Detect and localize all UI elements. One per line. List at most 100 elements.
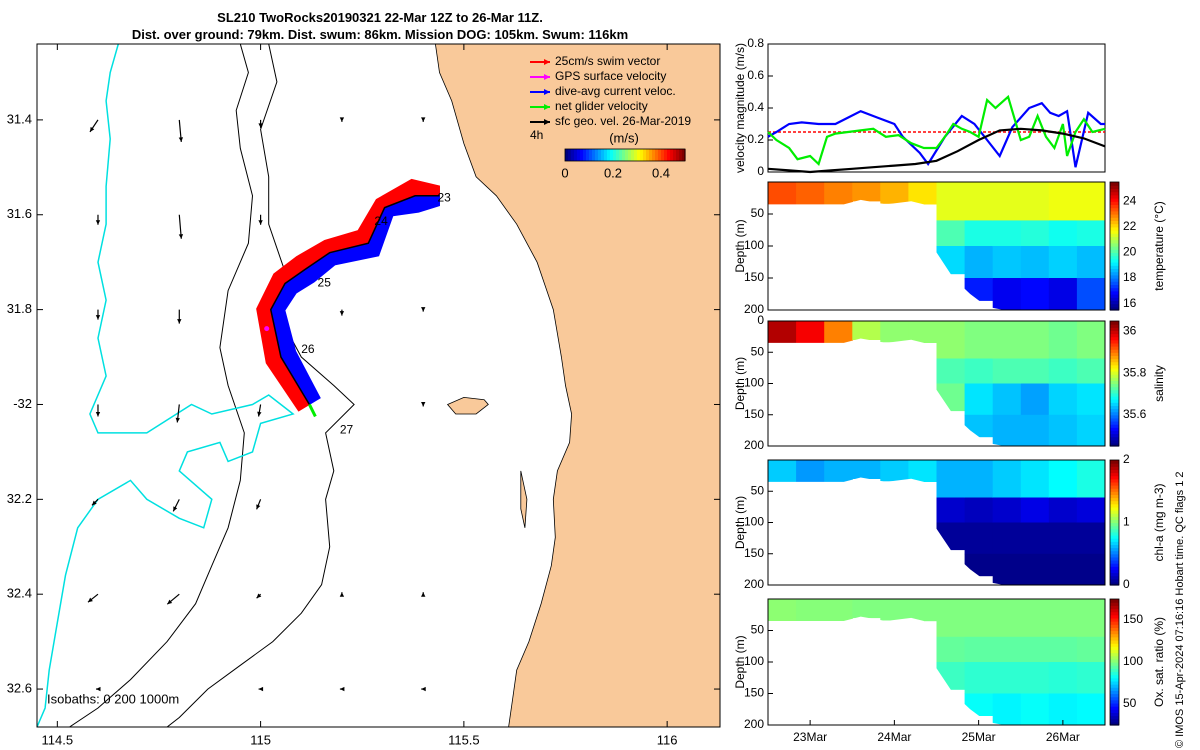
current-vector bbox=[95, 404, 101, 417]
section-data-cell bbox=[992, 553, 1022, 585]
current-vector bbox=[339, 117, 345, 122]
velocity-series-line bbox=[767, 101, 1105, 168]
section-colorbar-label: temperature (°C) bbox=[1152, 201, 1166, 291]
track-day-label: 27 bbox=[340, 423, 354, 437]
legend-entry: dive-avg current veloc. bbox=[530, 84, 676, 98]
section-data-cell bbox=[992, 182, 1022, 221]
current-vector bbox=[258, 119, 263, 128]
section-data-cell bbox=[1048, 278, 1078, 310]
colorbar-tick-label: 100 bbox=[1123, 654, 1143, 668]
section-data-cell bbox=[796, 182, 825, 205]
section-data-cell bbox=[1020, 693, 1050, 725]
section-data-cell bbox=[964, 358, 994, 384]
colorbar-tick-label: 24 bbox=[1123, 193, 1137, 207]
section-data-cell bbox=[824, 321, 854, 344]
section-data-cell bbox=[852, 182, 882, 202]
section-ytick-label: 0 bbox=[757, 313, 764, 327]
current-vector bbox=[421, 592, 426, 597]
section-data-cell bbox=[964, 636, 994, 663]
velocity-ytick-label: 0.6 bbox=[747, 68, 764, 82]
section-data-cell bbox=[908, 460, 938, 482]
legend-entry: sfc geo. vel. 26-Mar-2019 bbox=[530, 114, 691, 128]
section-ytick-label: 50 bbox=[751, 623, 765, 637]
section-data-cell bbox=[796, 321, 825, 344]
colorbar-tick-label: 22 bbox=[1123, 219, 1137, 233]
imos-credit: © IMOS 15-Apr-2024 07:16:16 Hobart time.… bbox=[1174, 471, 1186, 748]
colorbar-tick-label: 150 bbox=[1123, 612, 1143, 626]
section-panel-temperature: 50 100 150 200 Depth (m) 16 18 20 22 24 temperatur… bbox=[733, 181, 1166, 316]
isobaths-label: Isobaths: 0 200 1000m bbox=[47, 691, 179, 706]
section-data-cell bbox=[1048, 522, 1078, 555]
colorbar-tick-label: 20 bbox=[1123, 245, 1137, 259]
section-data-cell bbox=[992, 278, 1022, 310]
section-data-cell bbox=[992, 497, 1022, 523]
legend-label: GPS surface velocity bbox=[555, 69, 666, 83]
section-data-cell bbox=[1076, 358, 1105, 384]
section-data-cell bbox=[964, 182, 994, 221]
section-data-cell bbox=[964, 460, 994, 498]
section-data-cell bbox=[992, 460, 1022, 498]
section-panel-salinity: 0 50 100 150 200 Depth (m) 35.6 35.8 36 salinity bbox=[733, 313, 1166, 452]
section-colorbar: 0 1 2 bbox=[1109, 452, 1130, 591]
section-ytick-label: 100 bbox=[744, 238, 764, 252]
current-vector bbox=[339, 309, 345, 316]
land-mass bbox=[434, 44, 720, 727]
section-data-cell bbox=[1048, 636, 1078, 663]
current-vector bbox=[257, 404, 262, 417]
section-ytick-label: 50 bbox=[751, 344, 765, 358]
section-data-cell bbox=[1020, 358, 1050, 384]
net-velocity-marker bbox=[308, 403, 317, 418]
chart-title-line1: SL210 TwoRocks20190321 22-Mar 12Z to 26-… bbox=[217, 10, 543, 25]
section-ylabel: Depth (m) bbox=[733, 496, 747, 549]
section-data-cell bbox=[964, 693, 994, 716]
map-ytick-label: 31.6 bbox=[7, 206, 32, 221]
section-data-cell bbox=[1048, 460, 1078, 498]
colorbar-tick-label: 0.2 bbox=[604, 165, 622, 180]
section-data-cell bbox=[1048, 414, 1078, 446]
section-data-cell bbox=[768, 460, 797, 483]
map-panel: 23 24 25 26 27 114.5 115 115.5 116 31.4 31.6 31.8 -3… bbox=[7, 43, 721, 747]
section-data-cell bbox=[1076, 693, 1105, 725]
section-ytick-label: 150 bbox=[744, 407, 764, 421]
section-data-cell bbox=[880, 182, 910, 204]
section-data-cell bbox=[992, 383, 1022, 416]
section-data-cell bbox=[992, 522, 1022, 555]
section-data-cell bbox=[880, 321, 910, 343]
section-data-cell bbox=[1048, 182, 1078, 221]
section-colorbar-label: salinity bbox=[1152, 365, 1166, 402]
section-data-cell bbox=[992, 414, 1022, 446]
section-data-cell bbox=[992, 693, 1022, 725]
section-data-cell bbox=[1076, 460, 1105, 498]
section-data-cell bbox=[1076, 220, 1105, 247]
section-ytick-label: 200 bbox=[744, 302, 764, 316]
current-vector bbox=[256, 499, 262, 510]
section-colorbar: 16 18 20 22 24 bbox=[1109, 181, 1137, 311]
section-ytick-label: 200 bbox=[744, 438, 764, 452]
track-day-label: 24 bbox=[374, 214, 388, 228]
section-data-cell bbox=[1076, 662, 1105, 694]
section-data-cell bbox=[992, 220, 1022, 247]
section-colorbar-label: chl-a (mg m-3) bbox=[1152, 483, 1166, 561]
section-data-cell bbox=[1020, 220, 1050, 247]
seafloor-mask bbox=[768, 199, 1105, 310]
section-data-cell bbox=[1020, 321, 1050, 359]
section-data-cell bbox=[852, 599, 882, 619]
isobath-1000m bbox=[69, 44, 254, 727]
colorbar-tick-label: 0 bbox=[1123, 577, 1130, 591]
legend-entry: GPS surface velocity bbox=[530, 69, 666, 83]
section-data-cell bbox=[1076, 599, 1105, 638]
section-xtick-label: 26Mar bbox=[1046, 730, 1080, 744]
section-data-cell bbox=[908, 599, 938, 622]
track-day-label: 26 bbox=[301, 342, 315, 356]
velocity-ytick-label: 0 bbox=[757, 164, 764, 178]
map-ytick-label: 31.4 bbox=[7, 111, 32, 126]
section-panel-oxygen: 50 100 150 200 Depth (m) 23Mar 24Mar 25Mar 26Mar… bbox=[733, 598, 1166, 744]
section-data-cell bbox=[768, 321, 797, 344]
section-data-cell bbox=[1048, 662, 1078, 694]
section-data-cell bbox=[1076, 553, 1105, 585]
current-vector bbox=[89, 119, 99, 133]
section-data-cell bbox=[1048, 497, 1078, 523]
current-vector bbox=[178, 214, 184, 239]
current-vector bbox=[95, 686, 101, 692]
